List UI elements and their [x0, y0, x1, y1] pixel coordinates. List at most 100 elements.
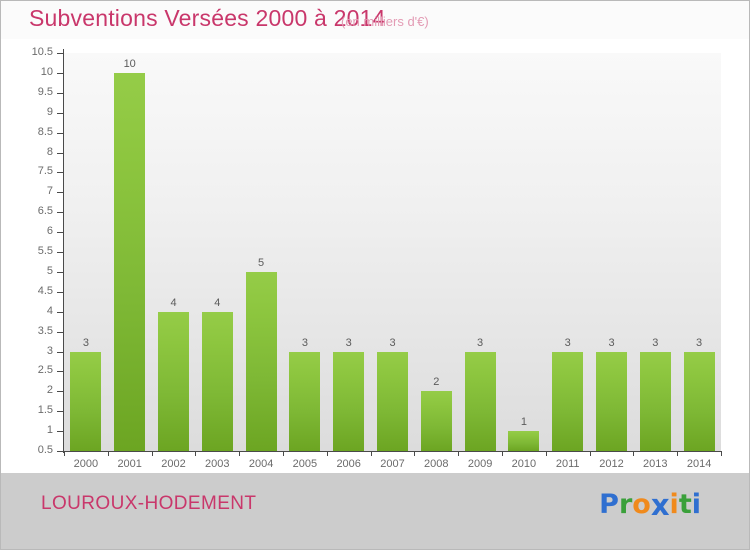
y-axis-label: 7.5	[37, 165, 53, 178]
bar[interactable]	[640, 351, 671, 451]
bar-value-label: 3	[345, 336, 352, 349]
logo-letter: t	[678, 489, 692, 520]
y-axis-label: 5	[46, 264, 53, 277]
bar[interactable]	[114, 72, 145, 451]
bar-value-label: 3	[301, 336, 308, 349]
bar-value-label: 1	[520, 416, 527, 429]
x-axis-tick	[633, 451, 634, 456]
x-axis-label: 2012	[599, 458, 624, 470]
x-axis-label: 2002	[161, 458, 186, 470]
y-axis-label: 1	[46, 424, 53, 437]
x-axis-label: 2008	[424, 458, 449, 470]
bar[interactable]	[289, 351, 320, 451]
x-axis-label: 2009	[467, 458, 493, 470]
bar[interactable]	[377, 351, 408, 451]
y-axis-label: 9	[46, 105, 53, 118]
y-axis-tick	[57, 431, 63, 433]
y-axis-tick	[57, 232, 63, 234]
y-axis-tick	[57, 72, 63, 74]
y-axis-label: 3	[46, 344, 53, 357]
y-axis-tick	[57, 311, 63, 313]
y-axis-label: 8.5	[37, 125, 53, 138]
y-axis-tick	[57, 192, 63, 194]
bar-value-label: 4	[170, 296, 177, 309]
y-axis-tick	[57, 152, 63, 154]
logo-letter: P	[599, 489, 619, 520]
x-axis-label: 2014	[686, 458, 712, 470]
x-axis-tick	[590, 451, 591, 456]
y-axis-tick	[57, 212, 63, 214]
x-axis-label: 2010	[511, 458, 537, 470]
bar[interactable]	[202, 311, 233, 451]
x-axis-tick	[283, 451, 284, 456]
proxiti-logo[interactable]: Proxiti	[599, 486, 701, 522]
x-axis-label: 2013	[643, 458, 668, 470]
bar-value-label: 3	[652, 336, 659, 349]
bar-value-label: 10	[123, 57, 136, 70]
x-axis-label: 2004	[248, 458, 274, 470]
bar[interactable]	[465, 351, 496, 451]
y-axis-tick	[57, 112, 63, 114]
logo-letter: i	[669, 489, 679, 520]
x-axis-label: 2001	[117, 458, 142, 470]
bar[interactable]	[70, 351, 101, 451]
logo-letter: r	[618, 489, 633, 520]
y-axis-label: 4.5	[37, 284, 53, 297]
y-axis-label: 2	[46, 384, 53, 397]
bar[interactable]	[421, 391, 452, 451]
x-axis-tick	[108, 451, 109, 456]
bar[interactable]	[158, 311, 189, 451]
y-axis-label: 6	[46, 225, 53, 238]
y-axis-tick	[57, 92, 63, 94]
y-axis-tick	[57, 53, 63, 54]
logo-letter: o	[632, 489, 651, 520]
x-axis-tick	[502, 451, 503, 456]
y-axis-label: 3.5	[37, 324, 53, 337]
x-axis-label: 2006	[336, 458, 361, 470]
bar[interactable]	[508, 431, 539, 451]
bar-value-label: 3	[564, 336, 571, 349]
x-axis-tick	[64, 451, 65, 456]
x-axis-label: 2005	[292, 458, 318, 470]
chart-footer: LOUROUX-HODEMENT Proxiti	[1, 473, 749, 549]
chart-container: 0.5 1 1.5 2 2.5 3 3.5 4 4.5 5 5.5 6 6.5 7 7.5 8 8.5 9 9.5 1…	[1, 39, 749, 473]
bar[interactable]	[684, 351, 715, 451]
x-axis-line	[63, 451, 722, 452]
x-axis-label: 2003	[205, 458, 230, 470]
bar-value-label: 3	[389, 336, 396, 349]
bar[interactable]	[333, 351, 364, 451]
y-axis-label: 1.5	[37, 404, 53, 417]
y-axis-tick	[57, 451, 63, 452]
x-axis-tick	[371, 451, 372, 456]
y-axis-label: 10	[40, 65, 53, 78]
page-title: Subventions Versées 2000 à 2014	[29, 5, 386, 31]
bar[interactable]	[596, 351, 627, 451]
bar[interactable]	[246, 271, 277, 451]
chart-header: Subventions Versées 2000 à 2014 (en mill…	[1, 1, 749, 39]
y-axis-tick	[57, 291, 63, 293]
y-axis-label: 8	[46, 145, 53, 158]
y-axis-tick	[57, 252, 63, 253]
x-axis-tick	[327, 451, 328, 456]
x-axis-label: 2011	[555, 458, 580, 470]
y-axis-label: 10.5	[31, 46, 53, 58]
bar-value-label: 3	[608, 336, 615, 349]
y-axis-tick	[57, 391, 63, 393]
bar-value-label: 4	[214, 296, 221, 309]
y-axis-label: 4	[46, 304, 53, 317]
x-axis-tick	[721, 451, 722, 456]
y-axis-label: 5.5	[37, 245, 53, 257]
bar-value-label: 2	[433, 376, 440, 389]
y-axis-tick	[57, 411, 63, 413]
x-axis-label: 2000	[73, 458, 99, 470]
bar[interactable]	[552, 351, 583, 451]
y-axis-tick	[57, 371, 63, 373]
x-axis-tick	[152, 451, 153, 456]
y-axis-line	[63, 49, 64, 453]
x-axis-label: 2007	[380, 458, 405, 470]
chart-subtitle: (en milliers d'€)	[341, 14, 429, 29]
x-axis-tick	[458, 451, 459, 456]
commune-name: LOUROUX-HODEMENT	[41, 493, 257, 514]
bar-value-label: 5	[258, 256, 265, 269]
